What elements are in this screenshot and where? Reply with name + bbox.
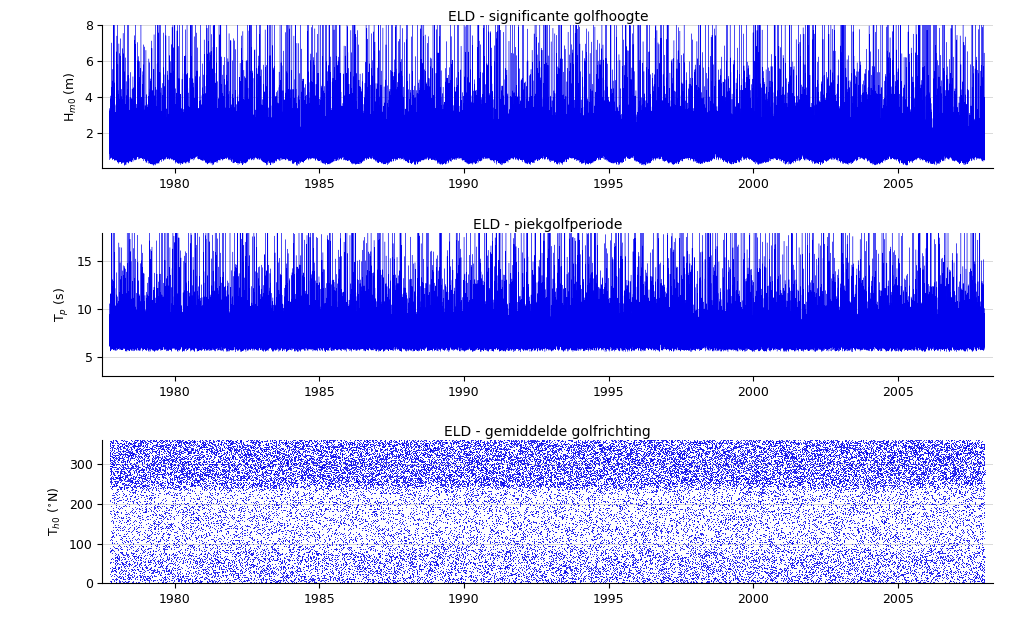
Title: ELD - significante golfhoogte: ELD - significante golfhoogte bbox=[447, 10, 648, 24]
Y-axis label: T$_{h0}$ ($^{\circ}$N): T$_{h0}$ ($^{\circ}$N) bbox=[47, 487, 63, 536]
Title: ELD - gemiddelde golfrichting: ELD - gemiddelde golfrichting bbox=[444, 425, 651, 439]
Y-axis label: T$_{p}$ (s): T$_{p}$ (s) bbox=[53, 287, 72, 321]
Title: ELD - piekgolfperiode: ELD - piekgolfperiode bbox=[473, 217, 623, 231]
Y-axis label: H$_{m0}$ (m): H$_{m0}$ (m) bbox=[63, 72, 79, 122]
